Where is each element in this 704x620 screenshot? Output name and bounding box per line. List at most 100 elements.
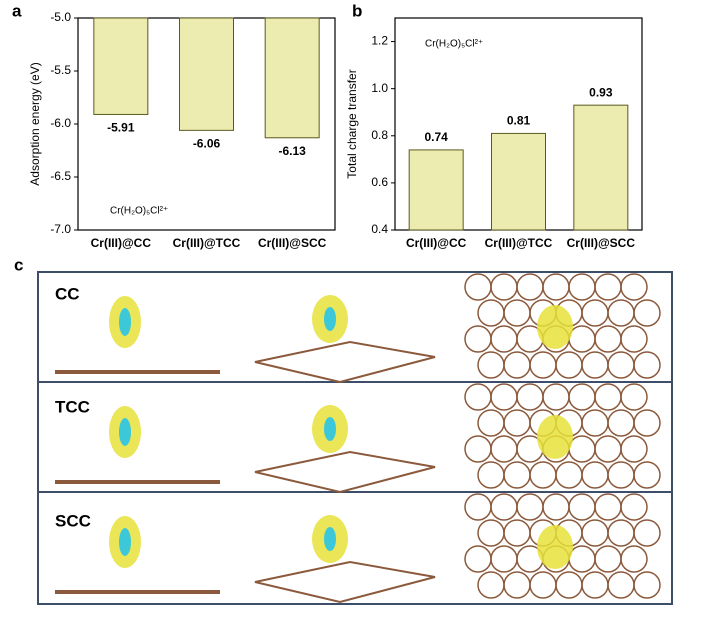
ring bbox=[464, 325, 492, 353]
sheet bbox=[254, 560, 436, 604]
y-axis-label: Total charge transfer bbox=[345, 69, 359, 178]
density bbox=[537, 305, 573, 349]
ring bbox=[464, 493, 492, 521]
ring bbox=[542, 493, 570, 521]
y-axis-label: Adsorption energy (eV) bbox=[28, 62, 42, 185]
ring bbox=[594, 383, 622, 411]
ring bbox=[516, 383, 544, 411]
ring bbox=[490, 493, 518, 521]
ring bbox=[620, 325, 648, 353]
ring bbox=[529, 461, 557, 489]
row-label: TCC bbox=[55, 397, 90, 416]
structure-images bbox=[55, 273, 661, 604]
panel-frame bbox=[37, 271, 673, 605]
x-tick-label: Cr(III)@CC bbox=[406, 236, 467, 250]
ring bbox=[581, 299, 609, 327]
ring bbox=[607, 409, 635, 437]
y-tick-label: 1.2 bbox=[371, 34, 388, 48]
ring bbox=[477, 351, 505, 379]
ring bbox=[581, 461, 609, 489]
x-tick-label: Cr(III)@TCC bbox=[485, 236, 553, 250]
ring bbox=[620, 493, 648, 521]
ring bbox=[633, 299, 661, 327]
ring bbox=[464, 435, 492, 463]
ring bbox=[503, 409, 531, 437]
bar bbox=[408, 149, 464, 231]
value-label: 0.81 bbox=[507, 114, 531, 128]
y-tick-label: -5.5 bbox=[50, 63, 71, 77]
ring bbox=[594, 435, 622, 463]
bar bbox=[264, 17, 320, 139]
density bbox=[537, 415, 573, 459]
ring bbox=[464, 545, 492, 573]
y-tick-label: 0.4 bbox=[371, 222, 388, 236]
ring bbox=[503, 571, 531, 599]
row-label: CC bbox=[55, 284, 80, 303]
ring bbox=[581, 571, 609, 599]
y-tick-label: 0.8 bbox=[371, 128, 388, 142]
ring bbox=[529, 571, 557, 599]
ring bbox=[594, 325, 622, 353]
value-label: 0.93 bbox=[589, 85, 613, 99]
ring bbox=[477, 519, 505, 547]
density bbox=[324, 527, 336, 551]
ring bbox=[490, 545, 518, 573]
ring bbox=[620, 383, 648, 411]
annotation: Cr(H₂O)₅Cl²⁺ bbox=[425, 39, 483, 50]
y-tick-label: 0.6 bbox=[371, 175, 388, 189]
ring bbox=[555, 461, 583, 489]
ring bbox=[633, 461, 661, 489]
row-label: SCC bbox=[55, 511, 91, 530]
density bbox=[119, 418, 131, 446]
bar bbox=[93, 17, 149, 115]
ring bbox=[633, 519, 661, 547]
ring bbox=[607, 571, 635, 599]
density bbox=[119, 308, 131, 336]
panel-label: b bbox=[352, 1, 362, 20]
ring bbox=[555, 571, 583, 599]
ring bbox=[529, 351, 557, 379]
ring bbox=[633, 351, 661, 379]
x-tick-label: Cr(III)@CC bbox=[91, 236, 152, 250]
ring bbox=[607, 351, 635, 379]
y-tick-label: -7.0 bbox=[50, 222, 71, 236]
ring bbox=[607, 461, 635, 489]
ring bbox=[503, 461, 531, 489]
ring bbox=[490, 435, 518, 463]
ring bbox=[464, 383, 492, 411]
ring bbox=[594, 493, 622, 521]
ring bbox=[581, 351, 609, 379]
density bbox=[537, 525, 573, 569]
ring bbox=[516, 493, 544, 521]
annotation: Cr(H₂O)₅Cl²⁺ bbox=[110, 206, 168, 217]
bar bbox=[573, 104, 629, 231]
ring bbox=[542, 273, 570, 301]
ring bbox=[594, 545, 622, 573]
bar bbox=[179, 17, 234, 131]
ring bbox=[568, 273, 596, 301]
ring bbox=[555, 351, 583, 379]
ring bbox=[594, 273, 622, 301]
ring bbox=[477, 571, 505, 599]
x-tick-label: Cr(III)@TCC bbox=[173, 236, 241, 250]
panel-c: CC TCC SCC bbox=[37, 271, 673, 605]
ring bbox=[477, 461, 505, 489]
ring bbox=[633, 409, 661, 437]
bar bbox=[491, 132, 546, 231]
ring bbox=[568, 435, 596, 463]
sheet bbox=[254, 450, 436, 494]
ring bbox=[477, 409, 505, 437]
ring bbox=[503, 351, 531, 379]
ring bbox=[477, 299, 505, 327]
y-tick-label: 1.0 bbox=[371, 81, 388, 95]
density bbox=[324, 307, 336, 331]
ring bbox=[490, 383, 518, 411]
ring bbox=[568, 493, 596, 521]
ring bbox=[542, 383, 570, 411]
ring bbox=[620, 435, 648, 463]
value-label: -6.06 bbox=[193, 137, 221, 151]
ring bbox=[568, 325, 596, 353]
ring bbox=[581, 409, 609, 437]
density bbox=[324, 417, 336, 441]
